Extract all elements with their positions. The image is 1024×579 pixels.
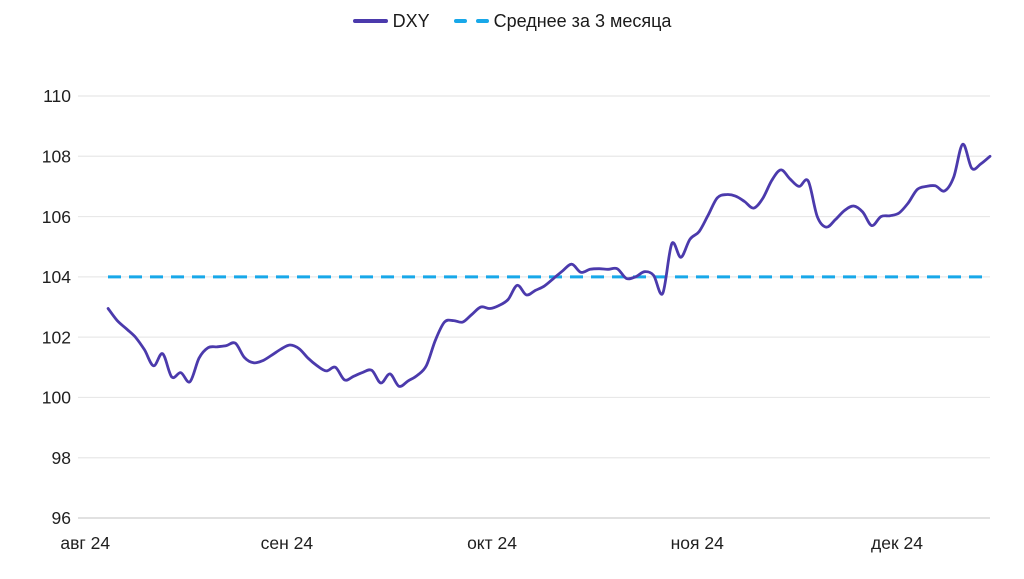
legend-label-dxy: DXY (392, 11, 430, 31)
legend-item-average[interactable]: Среднее за 3 месяца (453, 9, 672, 33)
x-tick-label: ноя 24 (671, 533, 724, 553)
dxy-line (106, 142, 992, 388)
y-tick-label: 98 (52, 448, 71, 468)
chart-legend: DXY Среднее за 3 месяца (0, 9, 1024, 33)
y-tick-label: 96 (52, 508, 71, 528)
average-line-swatch (453, 19, 489, 23)
y-tick-label: 110 (43, 86, 71, 106)
legend-item-dxy[interactable]: DXY (352, 9, 430, 33)
y-tick-label: 100 (42, 388, 71, 408)
y-tick-label: 102 (42, 327, 71, 347)
x-tick-label: окт 24 (467, 533, 517, 553)
x-tick-label: сен 24 (261, 533, 314, 553)
y-tick-label: 108 (42, 146, 71, 166)
legend-label-average: Среднее за 3 месяца (493, 11, 672, 31)
x-tick-label: дек 24 (871, 533, 923, 553)
dxy-line-swatch (352, 19, 388, 23)
y-tick-label: 104 (42, 267, 71, 287)
y-tick-label: 106 (42, 207, 71, 227)
x-tick-label: авг 24 (60, 533, 110, 553)
